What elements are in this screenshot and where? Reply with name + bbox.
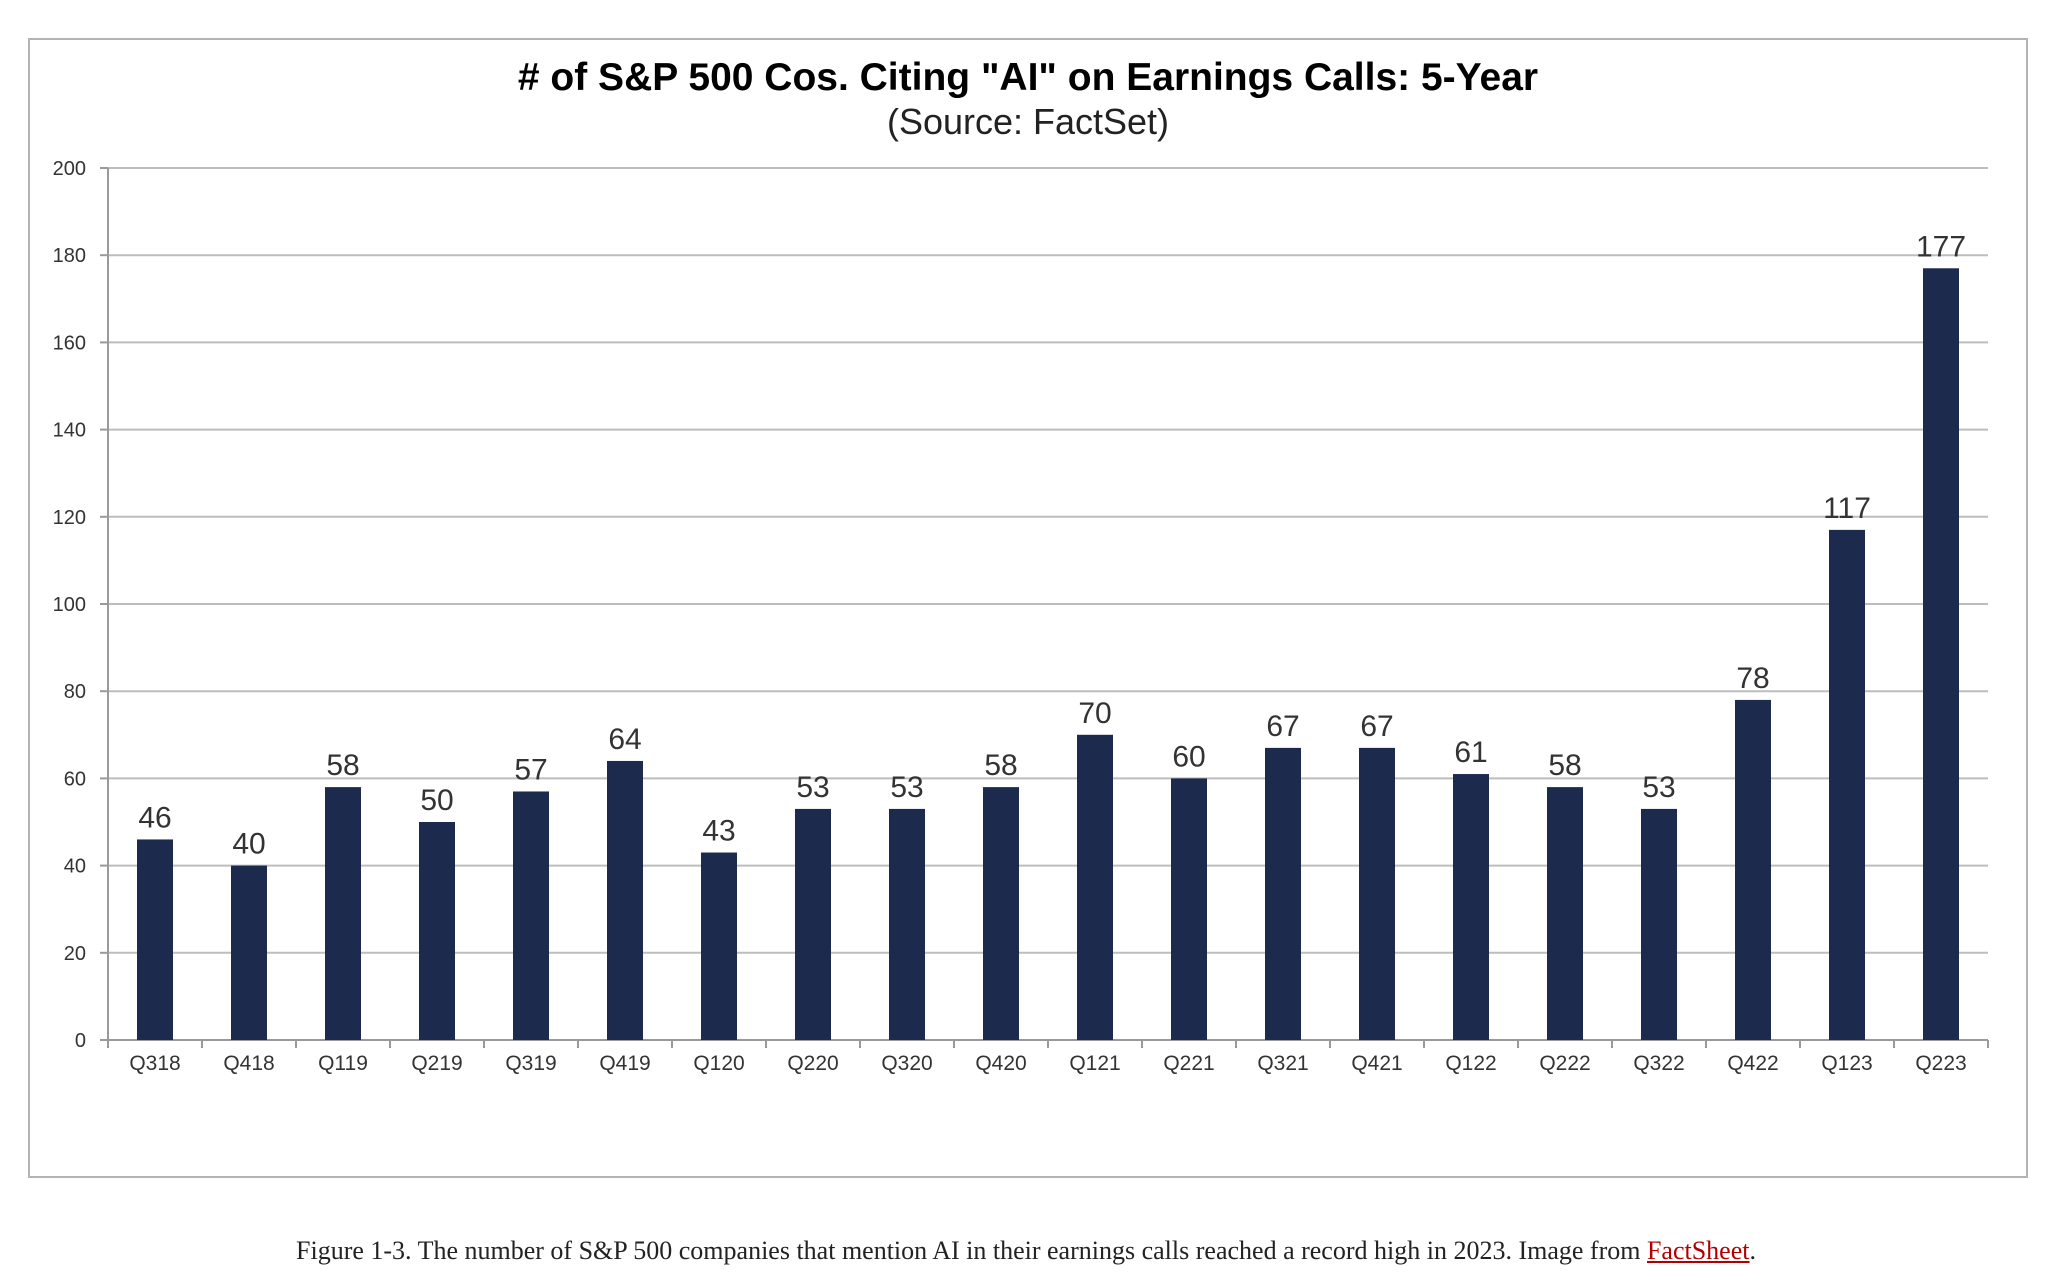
bar xyxy=(1547,787,1583,1040)
bar xyxy=(325,787,361,1040)
bar xyxy=(513,791,549,1040)
y-tick-label: 40 xyxy=(64,856,86,878)
x-tick-label: Q420 xyxy=(975,1052,1026,1075)
data-label: 58 xyxy=(984,749,1017,782)
x-tick-label: Q220 xyxy=(787,1052,838,1075)
x-tick-label: Q120 xyxy=(693,1052,744,1075)
x-tick-label: Q221 xyxy=(1163,1052,1214,1075)
bar xyxy=(1829,529,1865,1040)
data-label: 177 xyxy=(1916,230,1966,263)
data-label: 117 xyxy=(1823,492,1871,525)
data-label: 40 xyxy=(232,828,265,861)
x-tick-label: Q319 xyxy=(505,1052,556,1075)
bar xyxy=(1077,734,1113,1040)
y-tick-label: 180 xyxy=(53,245,86,267)
chart-title: # of S&P 500 Cos. Citing "AI" on Earning… xyxy=(518,56,1538,99)
bar xyxy=(1359,747,1395,1040)
bar xyxy=(1923,268,1959,1040)
x-tick-label: Q419 xyxy=(599,1052,650,1075)
bar xyxy=(1453,774,1489,1040)
caption-suffix: . xyxy=(1749,1236,1756,1265)
bars xyxy=(137,268,1959,1040)
data-label: 78 xyxy=(1736,662,1769,695)
y-tick-label: 0 xyxy=(75,1030,86,1052)
data-label: 64 xyxy=(608,723,641,756)
bar xyxy=(701,852,737,1040)
gridlines xyxy=(108,167,1988,954)
data-label: 50 xyxy=(420,784,453,817)
data-label: 43 xyxy=(702,815,735,848)
x-tick-label: Q322 xyxy=(1633,1052,1684,1075)
data-label: 70 xyxy=(1078,697,1111,730)
figure-caption: Figure 1-3. The number of S&P 500 compan… xyxy=(0,1236,2052,1266)
y-tick-label: 160 xyxy=(53,332,86,354)
data-label: 61 xyxy=(1454,736,1487,769)
bar xyxy=(983,787,1019,1040)
data-label: 67 xyxy=(1266,710,1299,743)
x-tick-label: Q418 xyxy=(223,1052,274,1075)
data-label: 60 xyxy=(1172,740,1205,773)
y-tick-label: 100 xyxy=(53,594,86,616)
bar xyxy=(419,822,455,1040)
data-label: 67 xyxy=(1360,710,1393,743)
data-label: 46 xyxy=(138,801,171,834)
data-label: 53 xyxy=(796,771,829,804)
data-label: 58 xyxy=(1548,749,1581,782)
bar xyxy=(795,808,831,1040)
x-axis-ticks: Q318 Q418 Q119 Q219 Q319 Q419 Q120 Q220 Q320 Q420… xyxy=(129,1052,1966,1075)
bar-chart: # of S&P 500 Cos. Citing "AI" on Earning… xyxy=(53,56,1989,1075)
y-axis-ticks: 0 20 40 60 80 100 120 140 160 180 200 xyxy=(53,158,86,1052)
x-tick-label: Q421 xyxy=(1351,1052,1402,1075)
y-tick-label: 60 xyxy=(64,768,86,790)
x-tick-label: Q122 xyxy=(1445,1052,1496,1075)
y-tick-label: 140 xyxy=(53,420,86,442)
x-tick-label: Q121 xyxy=(1069,1052,1120,1075)
data-label: 53 xyxy=(1642,771,1675,804)
chart-subtitle: (Source: FactSet) xyxy=(887,101,1169,142)
x-tick-label: Q321 xyxy=(1257,1052,1308,1075)
bar xyxy=(1735,699,1771,1040)
data-label: 53 xyxy=(890,771,923,804)
data-label: 58 xyxy=(326,749,359,782)
bar xyxy=(889,808,925,1040)
caption-text: Figure 1-3. The number of S&P 500 compan… xyxy=(296,1236,1647,1265)
x-tick-label: Q123 xyxy=(1821,1052,1872,1075)
bar xyxy=(607,760,643,1040)
y-tick-label: 120 xyxy=(53,507,86,529)
axes xyxy=(100,167,1989,1048)
x-tick-label: Q318 xyxy=(129,1052,180,1075)
bar xyxy=(1641,808,1677,1040)
y-tick-label: 80 xyxy=(64,681,86,703)
x-tick-label: Q422 xyxy=(1727,1052,1778,1075)
factsheet-link[interactable]: FactSheet xyxy=(1646,1236,1750,1265)
data-labels: 46 40 58 50 57 64 43 53 53 58 70 60 67 67 61 58 53 78 117 1… xyxy=(138,230,1966,860)
x-tick-label: Q119 xyxy=(318,1052,368,1075)
y-tick-label: 20 xyxy=(64,943,86,965)
bar xyxy=(231,865,267,1040)
data-label: 57 xyxy=(514,753,547,786)
x-tick-label: Q320 xyxy=(881,1052,932,1075)
bar xyxy=(137,839,173,1040)
x-tick-label: Q223 xyxy=(1915,1052,1966,1075)
y-tick-label: 200 xyxy=(53,158,86,180)
bar xyxy=(1171,778,1207,1040)
bar xyxy=(1265,747,1301,1040)
x-tick-label: Q219 xyxy=(411,1052,462,1075)
chart-frame: # of S&P 500 Cos. Citing "AI" on Earning… xyxy=(28,38,2028,1178)
x-tick-label: Q222 xyxy=(1539,1052,1590,1075)
